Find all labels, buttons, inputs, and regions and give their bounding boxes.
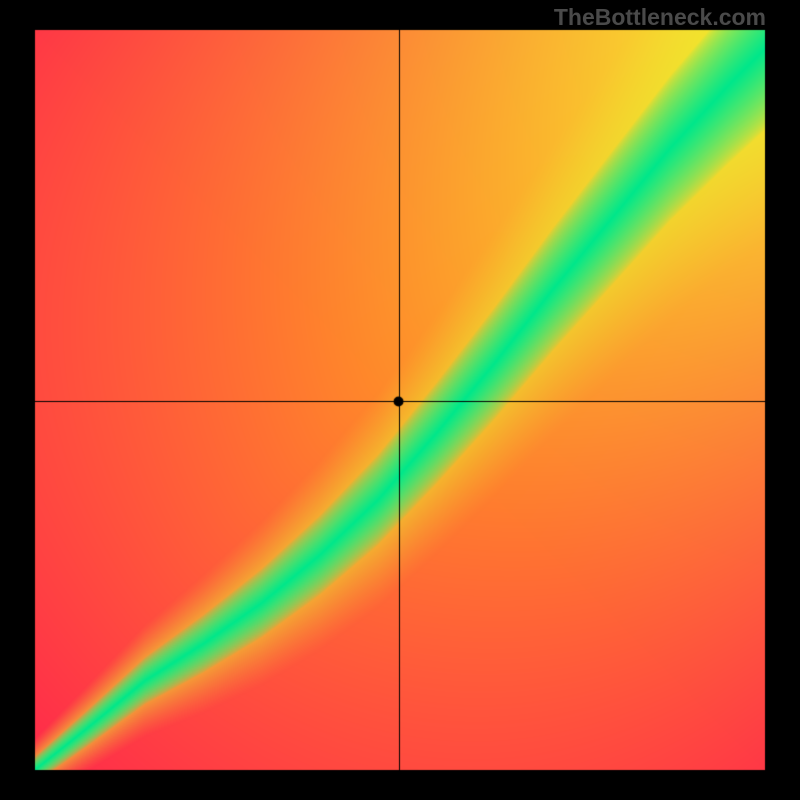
heatmap-canvas: [0, 0, 800, 800]
watermark-text: TheBottleneck.com: [554, 4, 766, 31]
